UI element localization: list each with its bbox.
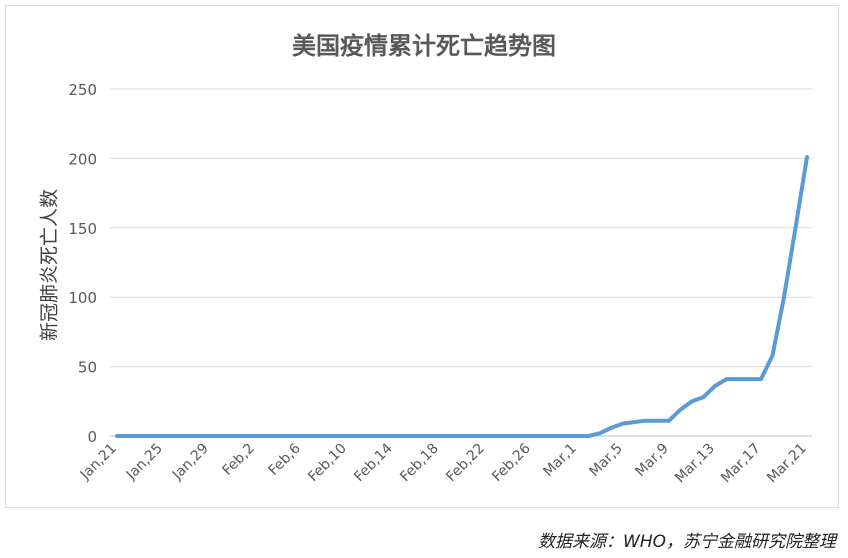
y-tick-label: 200 — [68, 150, 97, 168]
x-tick-label: Jan,21 — [77, 441, 120, 484]
x-tick-label: Feb,26 — [489, 440, 534, 485]
chart-title: 美国疫情累计死亡趋势图 — [292, 32, 556, 60]
x-tick-label: Mar,17 — [718, 441, 764, 487]
y-tick-label: 150 — [68, 220, 97, 238]
x-tick-label: Feb,10 — [305, 441, 350, 486]
x-tick-label: Mar,9 — [632, 441, 671, 480]
x-tick-label: Jan,25 — [123, 441, 166, 484]
source-note: 数据来源：WHO，苏宁金融研究院整理 — [538, 532, 836, 552]
x-tick-label: Feb,18 — [397, 441, 442, 486]
y-tick-label: 100 — [68, 289, 97, 307]
x-tick-label: Mar,5 — [586, 441, 625, 480]
y-tick-label: 250 — [68, 81, 97, 99]
y-tick-label: 0 — [87, 428, 97, 446]
x-tick-label: Mar,13 — [672, 441, 718, 487]
x-tick-label: Mar,1 — [540, 441, 579, 480]
y-tick-label: 50 — [78, 359, 97, 377]
x-tick-label: Feb,14 — [351, 440, 396, 485]
x-tick-label: Feb,6 — [266, 440, 304, 478]
series-line — [115, 155, 809, 438]
x-tick-label: Feb,22 — [443, 441, 488, 486]
x-tick-label: Jan,29 — [169, 441, 212, 484]
x-tick-label: Feb,2 — [220, 441, 258, 479]
x-tick-label: Mar,21 — [764, 441, 810, 487]
